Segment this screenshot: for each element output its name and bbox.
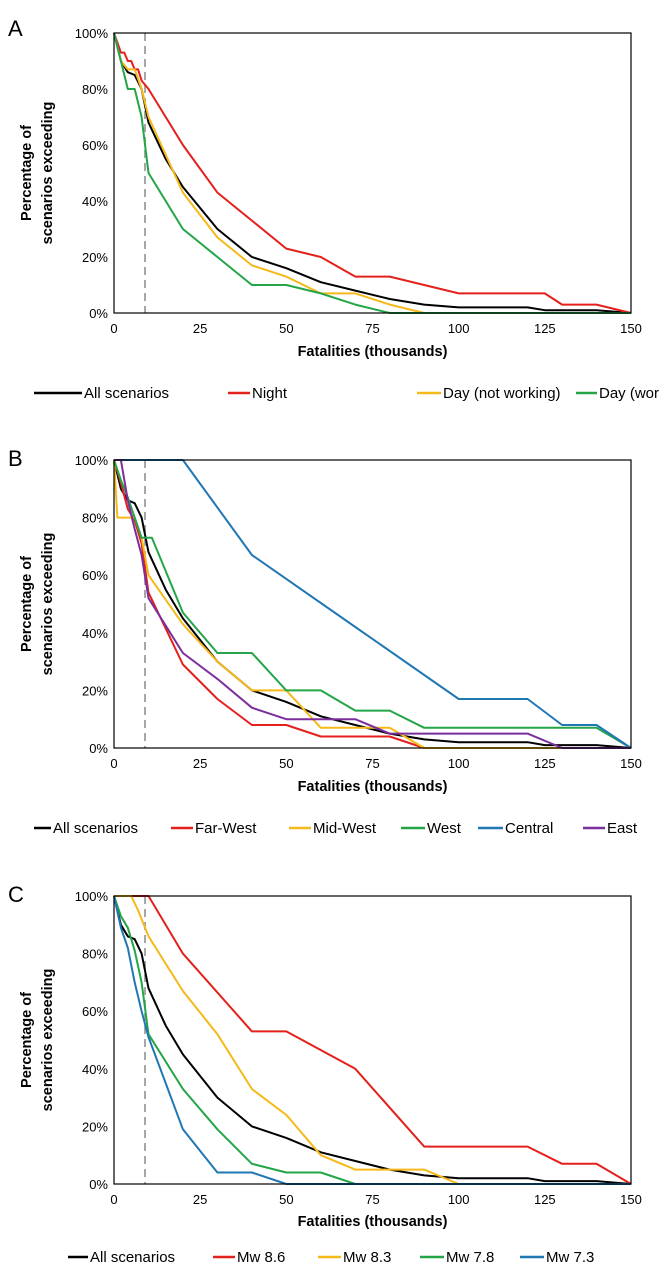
panel-letter: A bbox=[8, 16, 23, 41]
legend-label: All scenarios bbox=[84, 385, 169, 402]
y-tick-label: 60% bbox=[82, 1004, 108, 1019]
legend-label: Central bbox=[505, 820, 553, 837]
x-tick-label: 0 bbox=[110, 756, 117, 771]
y-tick-label: 80% bbox=[82, 511, 108, 526]
legend-label: Night bbox=[252, 385, 288, 402]
chart-panel-a: A 0% 20% 40% 60% 80% 100% 0 25 50 75 100 125 150 Perce… bbox=[8, 16, 659, 402]
legend: All scenarios Mw 8.6 Mw 8.3 Mw 7.8 Mw 7.3 bbox=[68, 1249, 594, 1266]
series-line-4 bbox=[113, 895, 631, 1185]
x-tick-label: 25 bbox=[193, 756, 207, 771]
legend: All scenarios Far-West Mid-West West Central… bbox=[34, 820, 638, 837]
y-tick-label: 40% bbox=[82, 626, 108, 641]
legend-label: Mid-West bbox=[313, 820, 377, 837]
y-tick-label: 100% bbox=[75, 889, 109, 904]
y-tick-label: 60% bbox=[82, 138, 108, 153]
y-axis-title-line: scenarios exceeding bbox=[40, 102, 56, 245]
legend-label: Mw 7.8 bbox=[446, 1249, 494, 1266]
x-tick-label: 50 bbox=[279, 321, 293, 336]
x-tick-label: 150 bbox=[620, 756, 642, 771]
x-tick-label: 50 bbox=[279, 756, 293, 771]
y-tick-label: 80% bbox=[82, 947, 108, 962]
y-tick-label: 20% bbox=[82, 1119, 108, 1134]
legend: All scenarios Night Day (not working) Day (… bbox=[34, 385, 659, 402]
legend-label: West bbox=[427, 820, 462, 837]
y-tick-label: 40% bbox=[82, 1062, 108, 1077]
y-tick-label: 20% bbox=[82, 250, 108, 265]
x-tick-label: 50 bbox=[279, 1192, 293, 1207]
legend-label: Mw 8.6 bbox=[237, 1249, 285, 1266]
series-line-5 bbox=[114, 459, 632, 749]
y-tick-label: 100% bbox=[75, 453, 109, 468]
y-axis-title-line: Percentage of bbox=[19, 992, 35, 1088]
chart-panel-b: B 0% 20% 40% 60% 80% 100% 0 25 50 75 100 125 150 Perce… bbox=[8, 446, 642, 837]
legend-label: Day (working) bbox=[599, 385, 659, 402]
x-tick-label: 25 bbox=[193, 321, 207, 336]
series-line-1 bbox=[113, 895, 632, 1185]
x-axis-title: Fatalities (thousands) bbox=[298, 344, 448, 360]
y-tick-label: 60% bbox=[82, 568, 108, 583]
y-tick-label: 40% bbox=[82, 194, 108, 209]
series-line-6 bbox=[114, 459, 631, 749]
x-tick-label: 100 bbox=[448, 321, 470, 336]
legend-label: Mw 8.3 bbox=[343, 1249, 391, 1266]
x-tick-label: 75 bbox=[365, 1192, 379, 1207]
panel-letter: B bbox=[8, 446, 23, 471]
x-axis-title: Fatalities (thousands) bbox=[298, 1214, 448, 1230]
x-tick-label: 125 bbox=[534, 1192, 556, 1207]
series-line-2 bbox=[114, 895, 632, 1185]
y-axis-title-line: scenarios exceeding bbox=[40, 533, 56, 676]
y-axis-title-line: Percentage of bbox=[19, 125, 35, 221]
x-tick-label: 75 bbox=[365, 321, 379, 336]
plot-frame bbox=[113, 32, 632, 314]
y-tick-label: 0% bbox=[89, 306, 108, 321]
y-tick-label: 100% bbox=[75, 26, 109, 41]
series-line-4 bbox=[113, 459, 632, 749]
plot-frame bbox=[113, 895, 632, 1185]
panel-letter: C bbox=[8, 882, 24, 907]
x-tick-label: 25 bbox=[193, 1192, 207, 1207]
x-tick-label: 100 bbox=[448, 756, 470, 771]
legend-label: Day (not working) bbox=[443, 385, 561, 402]
series-line-4 bbox=[113, 32, 631, 314]
series-line-3 bbox=[114, 895, 631, 1185]
legend-label: All scenarios bbox=[90, 1249, 175, 1266]
legend-label: East bbox=[607, 820, 638, 837]
legend-label: Mw 7.3 bbox=[546, 1249, 594, 1266]
chart-panel-c: C 0% 20% 40% 60% 80% 100% 0 25 50 75 100 125 150 Perce… bbox=[8, 882, 642, 1266]
x-axis-title: Fatalities (thousands) bbox=[298, 779, 448, 795]
y-axis-title-line: scenarios exceeding bbox=[40, 969, 56, 1112]
x-tick-label: 0 bbox=[110, 321, 117, 336]
x-tick-label: 125 bbox=[534, 321, 556, 336]
y-tick-label: 0% bbox=[89, 741, 108, 756]
legend-label: Far-West bbox=[195, 820, 257, 837]
y-tick-label: 80% bbox=[82, 82, 108, 97]
series-line-2 bbox=[113, 459, 631, 749]
series-line-5 bbox=[113, 895, 631, 1185]
legend-label: All scenarios bbox=[53, 820, 138, 837]
series-line-1 bbox=[113, 459, 632, 749]
plot-frame bbox=[113, 459, 632, 749]
y-tick-label: 20% bbox=[82, 683, 108, 698]
series-line-3 bbox=[113, 32, 631, 314]
x-tick-label: 0 bbox=[110, 1192, 117, 1207]
series-line-2 bbox=[113, 32, 632, 314]
y-tick-label: 0% bbox=[89, 1177, 108, 1192]
x-tick-label: 100 bbox=[448, 1192, 470, 1207]
series-line-3 bbox=[113, 459, 631, 749]
x-tick-label: 75 bbox=[365, 756, 379, 771]
x-tick-label: 125 bbox=[534, 756, 556, 771]
y-axis-title-line: Percentage of bbox=[19, 556, 35, 652]
series-line-1 bbox=[113, 32, 632, 314]
x-tick-label: 150 bbox=[620, 1192, 642, 1207]
x-tick-label: 150 bbox=[620, 321, 642, 336]
